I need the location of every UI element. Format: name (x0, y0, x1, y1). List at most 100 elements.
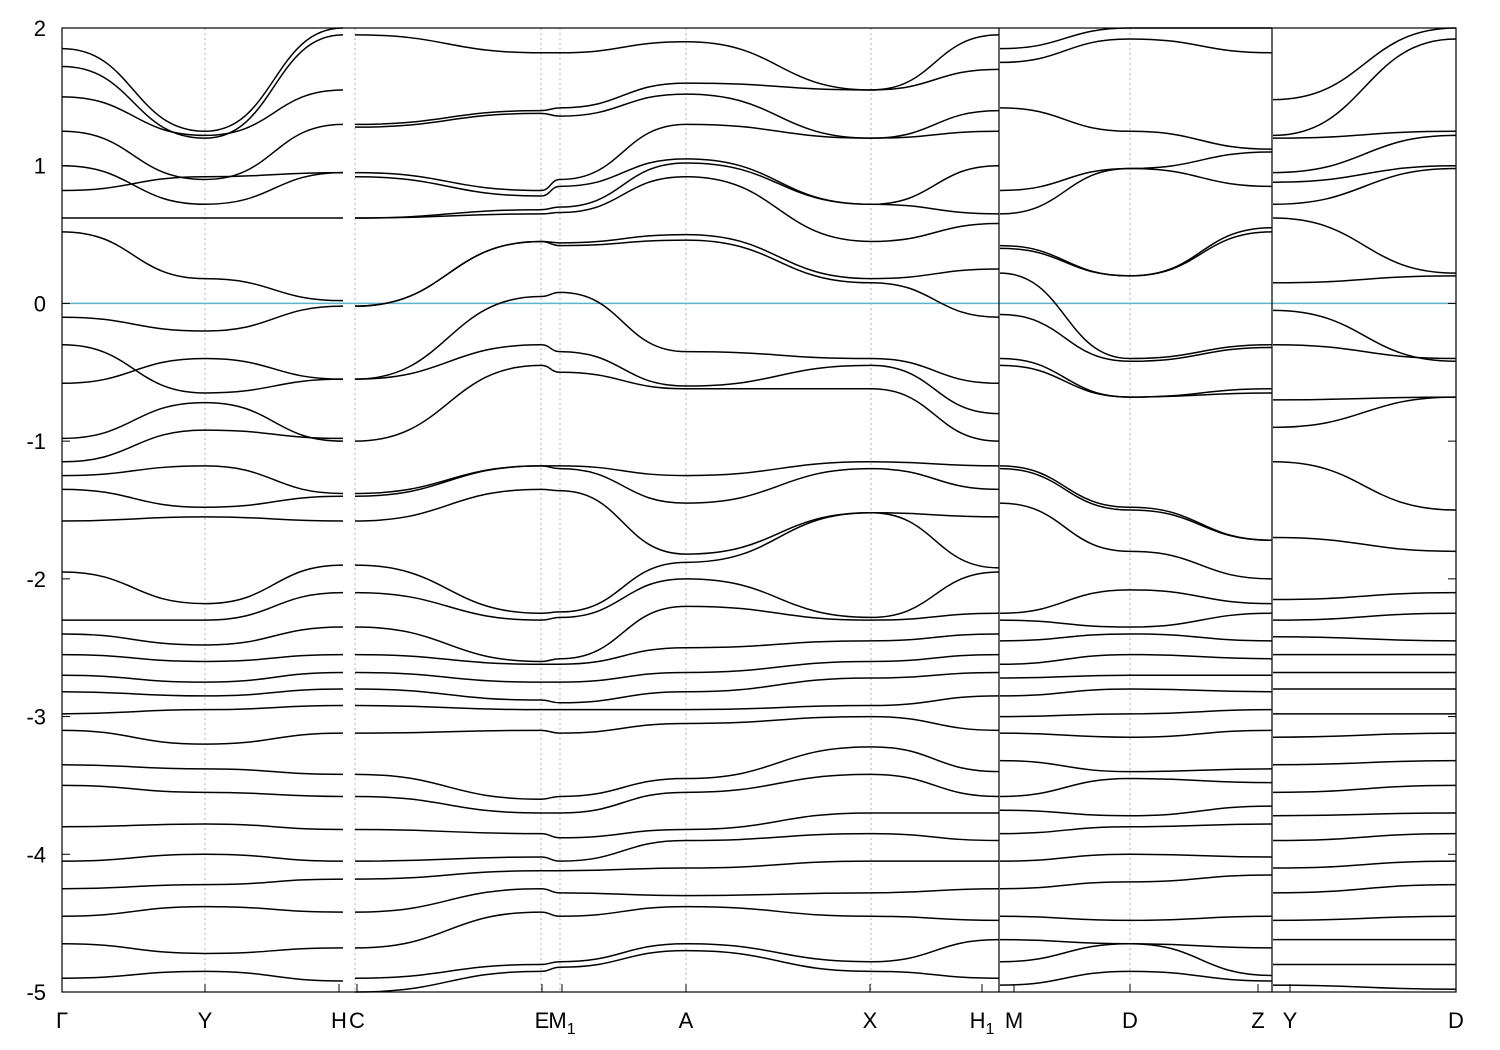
band-seg0-14 (61, 488, 344, 508)
band-seg2-11 (999, 465, 1273, 542)
x-tick-label: E (535, 1008, 550, 1033)
band-seg3-28 (1272, 915, 1457, 922)
band-seg3-24 (1272, 812, 1457, 817)
band-seg3-13 (1272, 536, 1457, 553)
band-seg1-12 (354, 461, 1000, 495)
y-tick-label: -3 (26, 705, 46, 730)
band-seg0-18 (61, 626, 344, 646)
band-seg1-25 (354, 812, 999, 839)
band-seg3-15 (1272, 612, 1457, 621)
band-seg3-2 (1272, 130, 1457, 139)
x-tick-label: Y (198, 1008, 213, 1033)
band-seg1-10 (354, 343, 1000, 415)
band-seg0-27 (61, 853, 344, 862)
band-seg0-3 (61, 123, 344, 181)
band-seg0-12 (61, 429, 344, 463)
band-seg1-15 (354, 512, 1000, 615)
band-seg2-7 (999, 272, 1273, 360)
band-seg2-26 (999, 853, 1273, 862)
x-tick-label: H1 (970, 1008, 995, 1038)
band-seg2-19 (999, 688, 1273, 697)
band-seg2-30 (999, 943, 1273, 977)
band-seg3-8 (1272, 309, 1457, 363)
x-tick-label: Y (1283, 1008, 1298, 1033)
band-seg2-21 (999, 729, 1273, 738)
band-seg3-26 (1272, 860, 1457, 869)
band-seg1-4 (354, 158, 1000, 206)
band-seg0-4 (61, 164, 344, 206)
band-seg0-22 (61, 704, 344, 715)
band-seg3-16 (1272, 635, 1457, 642)
band-seg3-9 (1272, 343, 1457, 360)
band-seg0-20 (61, 671, 344, 683)
band-seg0-2 (61, 89, 344, 137)
band-seg3-5 (1272, 167, 1457, 206)
x-tick-label: D (1448, 1008, 1464, 1033)
band-seg0-17 (61, 591, 344, 621)
band-seg1-8 (354, 239, 1000, 318)
plot-frame (61, 27, 1457, 993)
band-seg3-22 (1272, 759, 1457, 766)
y-tick-label: 1 (34, 154, 46, 179)
band-seg2-4 (999, 167, 1273, 215)
band-seg3-0 (1272, 27, 1457, 101)
band-seg1-2 (354, 93, 1000, 139)
band-seg0-25 (61, 784, 344, 798)
x-tick-label: A (679, 1008, 694, 1033)
band-seg2-15 (999, 612, 1273, 628)
band-seg2-10 (999, 364, 1273, 398)
band-seg0-31 (61, 970, 344, 982)
band-seg1-24 (354, 773, 1000, 814)
band-seg2-5 (999, 226, 1273, 277)
band-seg1-9 (354, 291, 1000, 385)
band-seg3-7 (1272, 275, 1457, 284)
band-seg0-11 (61, 401, 344, 442)
band-seg3-3 (1272, 134, 1457, 174)
y-axis-ticks: 2 1 0 -1 -2 -3 -4 -5 (26, 16, 1456, 1005)
y-tick-label: -2 (26, 567, 46, 592)
band-seg3-11 (1272, 396, 1457, 429)
band-seg3-27 (1272, 883, 1457, 894)
band-seg1-16 (354, 571, 1000, 621)
band-seg1-17 (354, 605, 1000, 663)
x-tick-label: C (349, 1008, 365, 1033)
band-seg2-16 (999, 633, 1273, 642)
x-tick-label: X (863, 1008, 878, 1033)
band-seg1-21 (354, 695, 1000, 711)
band-seg0-29 (61, 905, 344, 918)
band-seg1-0 (354, 34, 1000, 91)
band-seg3-25 (1272, 832, 1457, 842)
band-seg2-2 (999, 107, 1273, 150)
band-seg2-23 (999, 777, 1273, 798)
band-seg2-22 (999, 759, 1273, 773)
band-seg0-19 (61, 653, 344, 663)
band-seg0-16 (61, 564, 344, 605)
band-seg3-21 (1272, 732, 1457, 738)
band-seg0-8 (61, 305, 344, 332)
band-seg3-12 (1272, 461, 1457, 511)
band-seg1-14 (354, 488, 1000, 555)
band-seg1-31 (354, 949, 1000, 993)
band-seg2-12 (999, 467, 1273, 542)
band-seg2-20 (999, 708, 1273, 718)
band-seg1-29 (354, 905, 1000, 949)
plot-border (61, 27, 1457, 993)
y-tick-label: 0 (34, 291, 46, 316)
band-seg0-21 (61, 688, 344, 697)
band-seg1-6 (354, 175, 1000, 243)
band-seg2-18 (999, 674, 1272, 679)
band-seg3-31 (1272, 984, 1457, 990)
band-seg2-14 (999, 589, 1273, 615)
band-seg0-10 (61, 357, 344, 385)
x-tick-label: D (1122, 1008, 1138, 1033)
grid-lines (204, 28, 1131, 992)
band-seg3-1 (1272, 38, 1457, 137)
band-seg2-3 (999, 151, 1273, 192)
band-seg0-0 (61, 27, 344, 133)
band-seg0-7 (61, 231, 344, 302)
band-lines (61, 27, 1457, 993)
band-seg2-6 (999, 231, 1273, 277)
band-seg1-11 (354, 364, 1000, 442)
band-seg1-26 (354, 832, 1000, 862)
